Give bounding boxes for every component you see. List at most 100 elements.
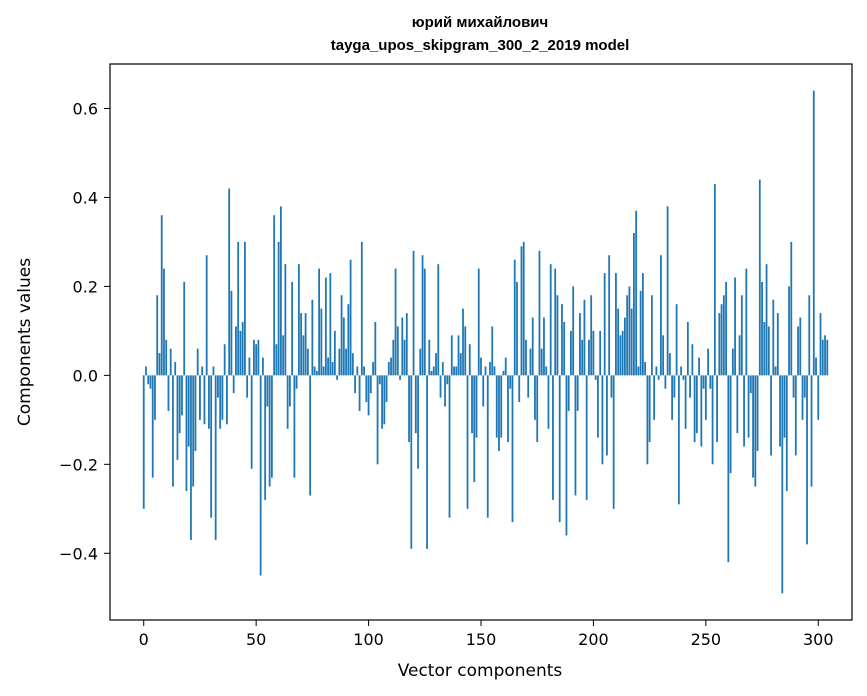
y-tick-label: 0.2 (73, 277, 98, 296)
bar (457, 335, 460, 376)
bar (441, 362, 444, 376)
bar (718, 313, 721, 376)
bar (711, 375, 714, 465)
bar (720, 304, 723, 376)
bar (214, 375, 217, 540)
y-tick-label: 0.0 (73, 366, 98, 385)
bar (417, 375, 419, 469)
bar (291, 281, 294, 376)
bar (615, 273, 617, 376)
bar (599, 330, 602, 376)
bar (354, 375, 356, 394)
bar (471, 375, 473, 434)
bar (639, 290, 642, 376)
bar (641, 273, 644, 376)
bar (342, 317, 345, 376)
bar (570, 330, 572, 376)
x-tick-label: 200 (578, 630, 609, 649)
bar (527, 375, 530, 398)
bar (783, 375, 786, 438)
bar (495, 375, 498, 438)
bar (279, 206, 282, 376)
bar (217, 375, 219, 398)
bar (513, 259, 516, 376)
bar (812, 90, 815, 376)
bar (608, 255, 611, 376)
bar (210, 375, 213, 518)
bar (300, 313, 303, 376)
bar (270, 375, 273, 478)
bar (183, 281, 186, 376)
bar (392, 339, 395, 376)
bar (315, 370, 318, 376)
bar (358, 375, 361, 411)
bar (668, 353, 671, 376)
bar (509, 375, 512, 389)
bar (635, 210, 638, 376)
bar (304, 313, 307, 376)
bar (311, 299, 314, 376)
bar (432, 366, 435, 376)
x-axis-ticks: 0 50 100 150 200 250 300 (139, 620, 834, 649)
bar (414, 375, 417, 434)
bar (579, 313, 581, 376)
bar (794, 375, 797, 456)
bar (653, 375, 656, 420)
bar (437, 264, 440, 376)
bar (324, 277, 327, 376)
bar (617, 308, 620, 376)
bar (713, 184, 716, 376)
bar (666, 206, 669, 376)
bar (244, 241, 246, 376)
bar (320, 308, 323, 376)
bar (743, 375, 745, 447)
bar (491, 326, 494, 376)
bar (689, 375, 692, 398)
bar (212, 366, 215, 376)
bar (763, 321, 766, 376)
bar (401, 317, 404, 376)
bar (522, 241, 525, 376)
bar (178, 375, 181, 434)
bar (606, 375, 608, 456)
bar (390, 357, 392, 376)
bar (758, 179, 761, 376)
bar (257, 339, 260, 376)
bar (194, 375, 197, 451)
bar (142, 375, 145, 509)
bar (396, 326, 399, 376)
bar (383, 375, 386, 425)
bar (556, 295, 559, 376)
bar (163, 268, 165, 376)
bar (363, 366, 365, 376)
bar (192, 375, 195, 487)
bar (167, 375, 170, 411)
bar (486, 375, 489, 518)
bar (624, 317, 626, 376)
bar (585, 375, 588, 500)
bar (423, 268, 426, 376)
bar (394, 268, 397, 376)
bar (810, 375, 813, 487)
bar (338, 348, 341, 376)
bar (250, 375, 253, 469)
bar (716, 375, 718, 443)
bar (172, 375, 174, 487)
bar (693, 375, 696, 443)
bar (731, 348, 734, 376)
bar (286, 375, 289, 429)
bar (500, 375, 503, 438)
bar (156, 295, 159, 376)
y-tick-label: −0.4 (59, 544, 98, 563)
bar (174, 362, 177, 376)
bar (367, 375, 370, 416)
bar (691, 344, 694, 376)
bar (435, 353, 437, 376)
bar (518, 375, 521, 403)
bar (297, 264, 300, 376)
x-tick-label: 250 (691, 630, 722, 649)
bar (534, 375, 536, 420)
bar (459, 353, 462, 376)
bar (781, 375, 784, 594)
bar (779, 375, 781, 447)
